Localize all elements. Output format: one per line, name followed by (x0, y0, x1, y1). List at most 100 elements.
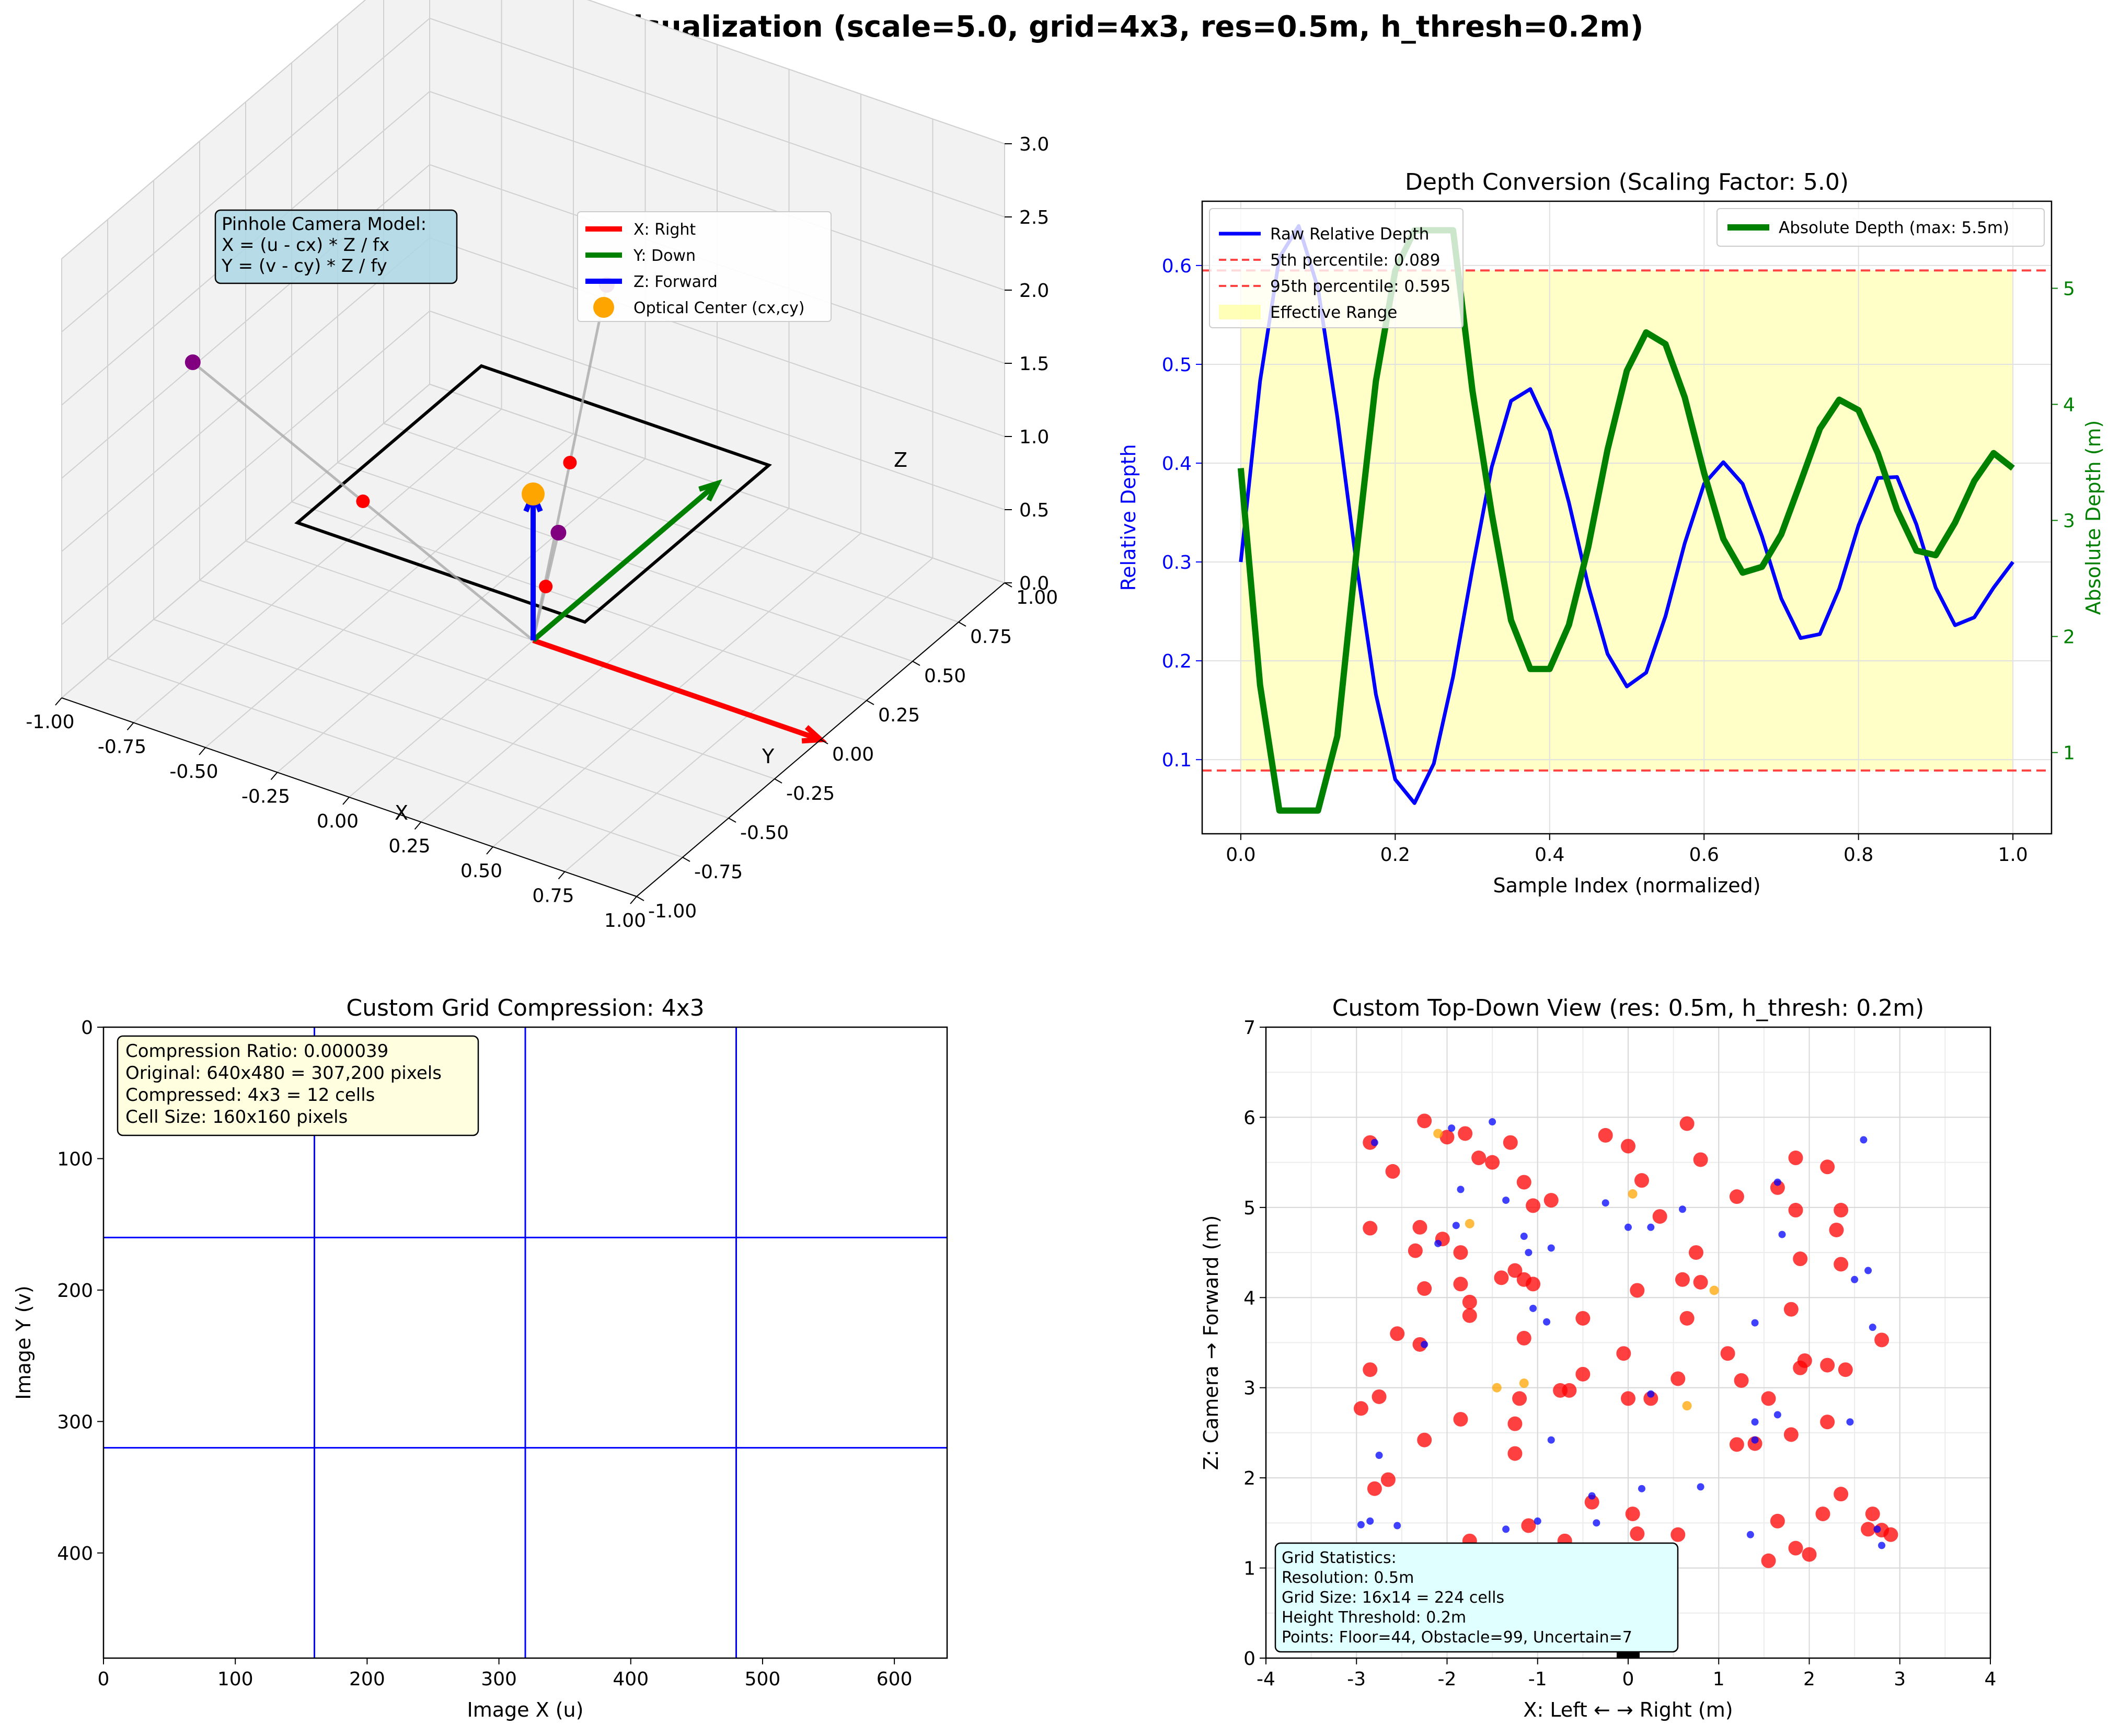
obstacle-point (1634, 1173, 1649, 1188)
info-box-line: Cell Size: 160x160 pixels (125, 1107, 348, 1128)
legend-entry: 95th percentile: 0.595 (1270, 277, 1450, 296)
obstacle-point (1526, 1277, 1540, 1291)
y-right-axis-label: Absolute Depth (m) (2082, 420, 2105, 615)
obstacle-point (1386, 1164, 1400, 1179)
top-down-view-panel: Custom Top-Down View (res: 0.5m, h_thres… (1200, 995, 1996, 1721)
world-point (550, 525, 566, 541)
floor-point (1457, 1186, 1464, 1193)
x-tick-label: 0.6 (1689, 844, 1719, 866)
grid-statistics-box: Grid Statistics:Resolution: 0.5mGrid Siz… (1275, 1543, 1678, 1652)
y-tick (867, 700, 874, 705)
floor-point (1697, 1483, 1704, 1490)
obstacle-point (1417, 1281, 1432, 1296)
y-tick-label: 3 (1243, 1378, 1255, 1399)
floor-point (1774, 1179, 1781, 1186)
y-tick-label: 4 (1243, 1287, 1255, 1309)
x-tick-label: 0.50 (460, 860, 502, 882)
floor-point (1548, 1436, 1555, 1444)
legend-entry: Optical Center (cx,cy) (633, 299, 804, 317)
x-tick-label: 0.0 (1226, 844, 1255, 866)
effective-range-band (1241, 270, 2013, 771)
x-tick (487, 847, 493, 854)
z-tick-label: 1.0 (1019, 427, 1049, 448)
x-tick-label: 0.2 (1380, 844, 1410, 866)
uncertain-point (1710, 1285, 1719, 1295)
y-axis-label: Relative Depth (1117, 444, 1140, 591)
legend-entry: X: Right (633, 221, 696, 239)
obstacle-point (1784, 1427, 1799, 1442)
floor-point (1534, 1517, 1541, 1525)
panel-title: Depth Conversion (Scaling Factor: 5.0) (1405, 169, 1849, 196)
y-tick-label: 0.50 (924, 665, 966, 687)
camera-3d-panel: Camera Coordinate System& Pinhole Model0… (26, 0, 1058, 932)
info-box-line: Compression Ratio: 0.000039 (125, 1041, 388, 1062)
x-tick-label: 4 (1985, 1669, 1997, 1690)
floor-point (1357, 1521, 1365, 1528)
obstacle-point (1838, 1362, 1853, 1377)
x-tick-label: -0.50 (169, 761, 218, 783)
obstacle-point (1761, 1554, 1776, 1568)
x-tick-label: -0.75 (98, 737, 146, 758)
floor-point (1624, 1224, 1632, 1231)
x-tick-label: 200 (349, 1669, 385, 1690)
y-tick-label: 300 (57, 1411, 93, 1433)
floor-point (1647, 1224, 1654, 1231)
x-tick-label: -0.25 (241, 786, 290, 808)
y-tick (729, 818, 736, 822)
obstacle-point (1789, 1151, 1803, 1165)
y-tick-label: 1.00 (1016, 587, 1058, 608)
obstacle-point (1453, 1277, 1468, 1291)
x-tick-label: 0 (98, 1669, 110, 1690)
y-tick-label: 0 (1243, 1648, 1255, 1670)
obstacle-point (1598, 1128, 1613, 1143)
obstacle-point (1829, 1223, 1844, 1237)
floor-point (1851, 1276, 1858, 1283)
obstacle-point (1834, 1487, 1848, 1501)
y-tick-label: 0.5 (1162, 354, 1192, 376)
y-right-tick-label: 1 (2063, 743, 2075, 764)
obstacle-point (1363, 1221, 1377, 1236)
legend-entry: 5th percentile: 0.089 (1270, 251, 1440, 270)
obstacle-point (1798, 1353, 1812, 1368)
y-right-tick-label: 4 (2063, 395, 2075, 416)
z-tick-label: 3.0 (1019, 134, 1049, 155)
x-tick-label: 2 (1803, 1669, 1815, 1690)
x-tick-label: 400 (613, 1669, 649, 1690)
obstacle-point (1834, 1257, 1848, 1271)
obstacle-point (1562, 1383, 1576, 1398)
x-tick-label: 0.75 (532, 886, 574, 907)
floor-point (1366, 1517, 1374, 1525)
x-tick-label: 100 (217, 1669, 254, 1690)
z-tick-label: 2.5 (1019, 207, 1049, 228)
info-box-line: Height Threshold: 0.2m (1282, 1608, 1466, 1627)
x-tick (271, 773, 278, 780)
z-tick-label: 0.5 (1019, 500, 1049, 521)
uncertain-point (1492, 1383, 1502, 1393)
obstacle-point (1675, 1272, 1690, 1287)
obstacle-point (1793, 1251, 1807, 1266)
floor-point (1864, 1267, 1872, 1274)
uncertain-point (1628, 1189, 1638, 1199)
obstacle-point (1883, 1527, 1898, 1542)
uncertain-point (1519, 1378, 1529, 1388)
obstacle-point (1784, 1302, 1799, 1317)
floor-point (1520, 1233, 1528, 1240)
obstacle-point (1693, 1275, 1708, 1290)
obstacle-point (1517, 1331, 1531, 1346)
info-box-line: Original: 640x480 = 307,200 pixels (125, 1063, 442, 1084)
y-tick-label: 0.4 (1162, 453, 1192, 475)
info-box-line: Grid Size: 16x14 = 224 cells (1282, 1589, 1504, 1607)
y-right-tick-label: 3 (2063, 511, 2075, 532)
x-tick (415, 822, 421, 830)
y-tick-label: 7 (1243, 1017, 1255, 1039)
floor-point (1878, 1542, 1885, 1549)
legend-entry: Y: Down (633, 247, 696, 265)
obstacle-point (1575, 1367, 1590, 1382)
legend-3d: X: RightY: DownZ: ForwardOptical Center … (578, 212, 831, 321)
legend-right: Absolute Depth (max: 5.5m) (1717, 209, 2044, 246)
y-axis-label: Y (762, 745, 775, 768)
obstacle-point (1734, 1373, 1749, 1388)
x-tick-label: 600 (877, 1669, 913, 1690)
x-tick-label: 3 (1894, 1669, 1906, 1690)
